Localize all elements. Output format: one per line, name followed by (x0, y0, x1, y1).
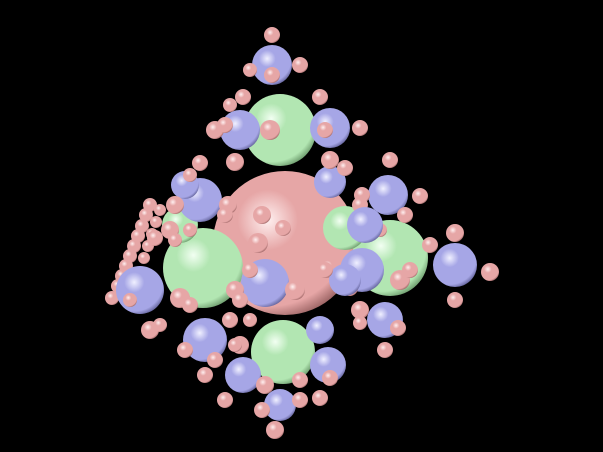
pink-sphere (337, 160, 353, 176)
pink-sphere (402, 262, 418, 278)
pink-sphere (412, 188, 428, 204)
pink-sphere (197, 367, 213, 383)
pink-sphere (222, 312, 238, 328)
blue-sphere (329, 264, 361, 296)
blue-sphere (116, 266, 164, 314)
pink-sphere (264, 67, 280, 83)
pink-sphere (285, 280, 305, 300)
pink-sphere (353, 316, 367, 330)
pink-sphere (242, 262, 258, 278)
blue-sphere (347, 207, 383, 243)
pink-sphere (217, 117, 233, 133)
pink-sphere (422, 237, 438, 253)
pink-sphere (390, 320, 406, 336)
pink-sphere (256, 376, 274, 394)
pink-sphere (147, 230, 163, 246)
pink-sphere (351, 301, 369, 319)
pink-sphere (446, 224, 464, 242)
pink-sphere (292, 392, 308, 408)
pink-sphere (321, 151, 339, 169)
pink-sphere (138, 252, 150, 264)
pink-sphere (166, 196, 184, 214)
pink-sphere (232, 292, 248, 308)
pink-sphere (183, 168, 197, 182)
pink-sphere (275, 220, 291, 236)
pink-sphere (192, 155, 208, 171)
pink-sphere (168, 233, 182, 247)
pink-sphere (266, 421, 284, 439)
pink-sphere (217, 392, 233, 408)
pink-sphere (228, 338, 242, 352)
pink-sphere (352, 120, 368, 136)
pink-sphere (123, 293, 137, 307)
pink-sphere (243, 63, 257, 77)
pink-sphere (150, 216, 162, 228)
pink-sphere (105, 291, 119, 305)
pink-sphere (207, 352, 223, 368)
pink-sphere (183, 223, 197, 237)
pink-sphere (248, 233, 268, 253)
pink-sphere (139, 208, 153, 222)
sphere-group (105, 27, 499, 439)
blue-sphere (310, 347, 346, 383)
pink-sphere (217, 207, 233, 223)
pink-sphere (322, 370, 338, 386)
blue-sphere (314, 166, 346, 198)
pink-sphere (481, 263, 499, 281)
green-sphere (163, 228, 243, 308)
pink-sphere (226, 153, 244, 171)
pink-sphere (312, 390, 328, 406)
pink-sphere (254, 402, 270, 418)
pink-sphere (154, 204, 166, 216)
pink-sphere (264, 27, 280, 43)
green-sphere (251, 320, 315, 384)
blue-sphere (183, 318, 227, 362)
blue-sphere (368, 175, 408, 215)
blue-sphere (225, 357, 261, 393)
blue-sphere (306, 316, 334, 344)
pink-sphere (223, 98, 237, 112)
pink-sphere (243, 313, 257, 327)
pink-sphere (317, 262, 333, 278)
pink-sphere (260, 120, 280, 140)
pink-sphere (153, 318, 167, 332)
blue-sphere (252, 45, 292, 85)
pink-sphere (292, 372, 308, 388)
blue-sphere (264, 389, 296, 421)
pink-sphere (182, 297, 198, 313)
pink-sphere (235, 89, 251, 105)
blue-sphere (433, 243, 477, 287)
pink-sphere (377, 342, 393, 358)
pink-sphere (447, 292, 463, 308)
pink-sphere (177, 342, 193, 358)
pink-sphere (382, 152, 398, 168)
pink-sphere (312, 89, 328, 105)
pink-sphere (292, 57, 308, 73)
pink-sphere (397, 207, 413, 223)
pink-sphere (317, 122, 333, 138)
pink-sphere (253, 206, 271, 224)
